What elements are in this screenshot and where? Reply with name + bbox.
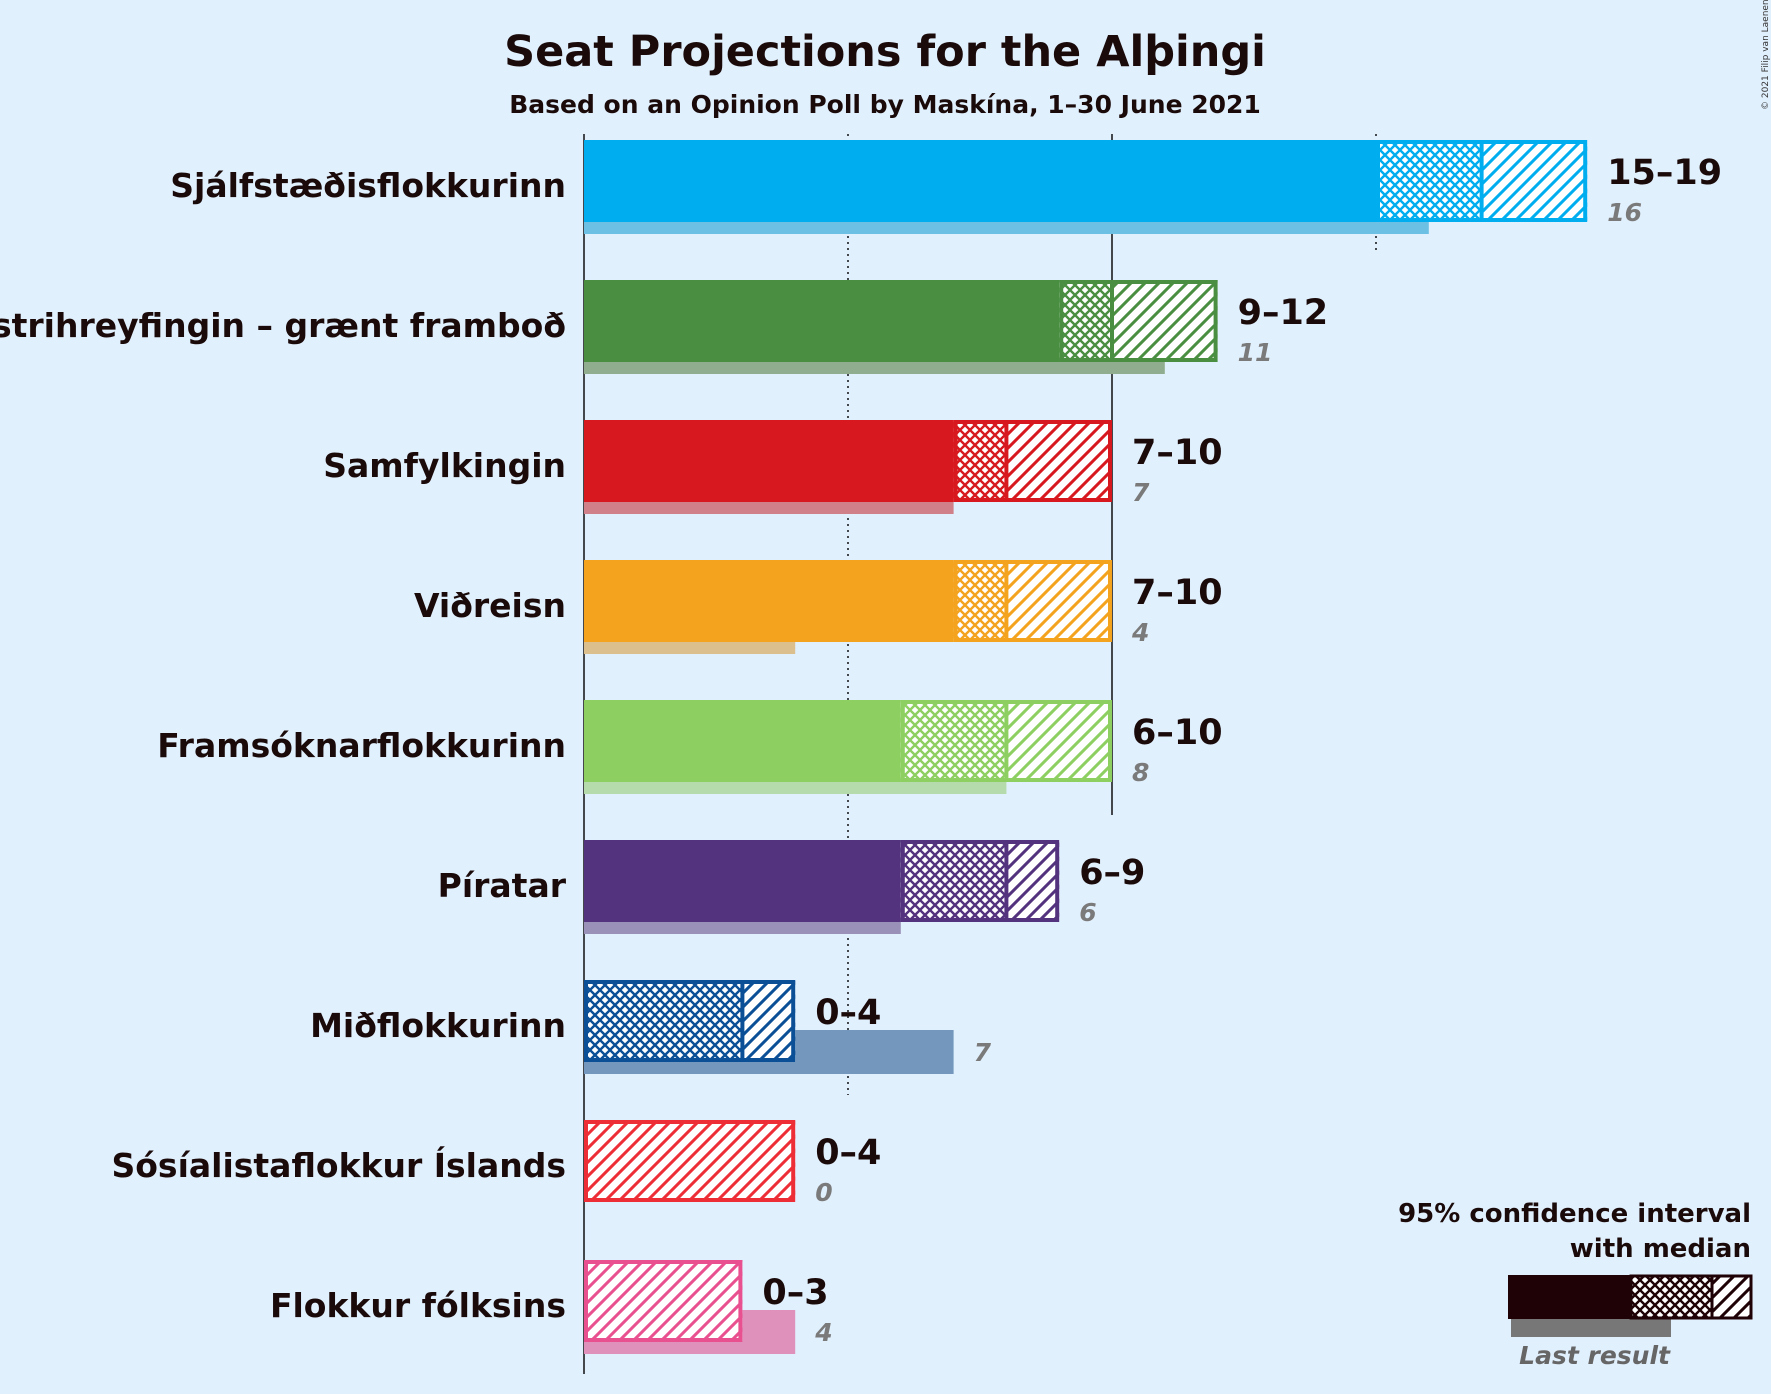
ci-crosshatch-bar [900,700,1007,782]
party-name: Píratar [438,866,567,905]
ci-outline [900,840,1060,922]
solid-bar [584,420,954,502]
party-row: Sjálfstæðisflokkurinn 15–19 16 [170,140,1722,234]
ci-crosshatch-bar [1376,140,1482,222]
legend-crosshatch-bar [1630,1275,1712,1319]
ci-crosshatch-bar [584,980,743,1062]
last-result-label: 8 [1132,758,1149,787]
ci-hatch-bar [584,1120,796,1202]
party-row: Framsóknarflokkurinn 6–10 8 [157,700,1223,794]
solid-bar [584,560,954,642]
range-label: 7–10 [1132,433,1223,473]
last-result-label: 4 [814,1318,832,1347]
party-row: Píratar 6–9 6 [438,840,1145,934]
ci-crosshatch-bar [953,560,1007,642]
ci-outline [584,1260,743,1342]
bars-group: Sjálfstæðisflokkurinn 15–19 16 Vinstrihreyf… [0,140,1722,1354]
last-result-label: 7 [974,1038,992,1067]
last-result-label: 4 [1131,618,1149,647]
ci-hatch-bar [1006,840,1060,922]
ci-outline [584,980,796,1062]
range-label: 9–12 [1238,293,1329,333]
ci-outline [584,1120,796,1202]
ci-hatch-bar [584,1260,743,1342]
range-label: 0–4 [815,1133,881,1173]
ci-crosshatch-bar [953,420,1007,502]
last-result-label: 7 [1132,478,1150,507]
ci-hatch-bar [742,980,796,1062]
ci-hatch-bar [1006,420,1112,502]
range-label: 6–9 [1079,853,1145,893]
last-result-label: 16 [1607,198,1642,227]
range-label: 6–10 [1132,713,1223,753]
party-row: Samfylkingin 7–10 7 [323,420,1223,514]
chart-subtitle: Based on an Opinion Poll by Maskína, 1–3… [509,90,1261,119]
legend: 95% confidence interval with median Last… [1398,1199,1753,1370]
ci-outline [953,420,1112,502]
solid-bar [584,840,901,922]
ci-hatch-bar [1481,140,1588,222]
range-label: 0–3 [762,1273,828,1313]
party-row: Sósíalistaflokkur Íslands 0–4 0 [111,1120,881,1207]
range-label: 15–19 [1607,153,1722,193]
legend-solid-bar [1508,1275,1630,1319]
range-label: 0–4 [815,993,881,1033]
party-row: Flokkur fólksins 0–3 4 [270,1260,833,1354]
solid-bar [584,280,1060,362]
ci-outline [953,560,1112,642]
legend-hatch-bar [1712,1275,1752,1319]
chart-title: Seat Projections for the Alþingi [504,27,1266,77]
legend-median-label: with median [1570,1234,1751,1264]
ci-hatch-bar [1006,560,1112,642]
range-label: 7–10 [1132,573,1223,613]
party-name: Viðreisn [414,586,566,625]
legend-ci-label: 95% confidence interval [1398,1199,1751,1229]
ci-hatch-bar [1112,280,1218,362]
party-name: Framsóknarflokkurinn [157,726,566,765]
solid-bar [584,700,901,782]
legend-last-result-label: Last result [1519,1341,1671,1370]
last-result-label: 11 [1238,338,1273,367]
ci-outline [1059,280,1218,362]
party-row: Viðreisn 7–10 4 [414,560,1223,654]
party-name: Sósíalistaflokkur Íslands [111,1145,566,1185]
party-row: Vinstrihreyfingin – grænt framboð 9–12 11 [0,280,1328,374]
solid-bar [584,140,1376,222]
last-result-label: 6 [1079,898,1096,927]
last-result-label: 0 [815,1178,832,1207]
party-name: Miðflokkurinn [310,1006,566,1045]
copyright-note: © 2021 Filip van Laenen [1761,0,1771,110]
party-row: Miðflokkurinn 0–4 7 [310,980,992,1074]
ci-crosshatch-bar [1059,280,1112,362]
party-name: Samfylkingin [323,446,566,485]
party-name: Vinstrihreyfingin – grænt framboð [0,306,566,345]
ci-hatch-bar [1006,700,1112,782]
ci-crosshatch-bar [900,840,1007,922]
legend-ci-outline [1629,1274,1753,1320]
party-name: Sjálfstæðisflokkurinn [170,166,566,205]
party-name: Flokkur fólksins [270,1286,566,1325]
